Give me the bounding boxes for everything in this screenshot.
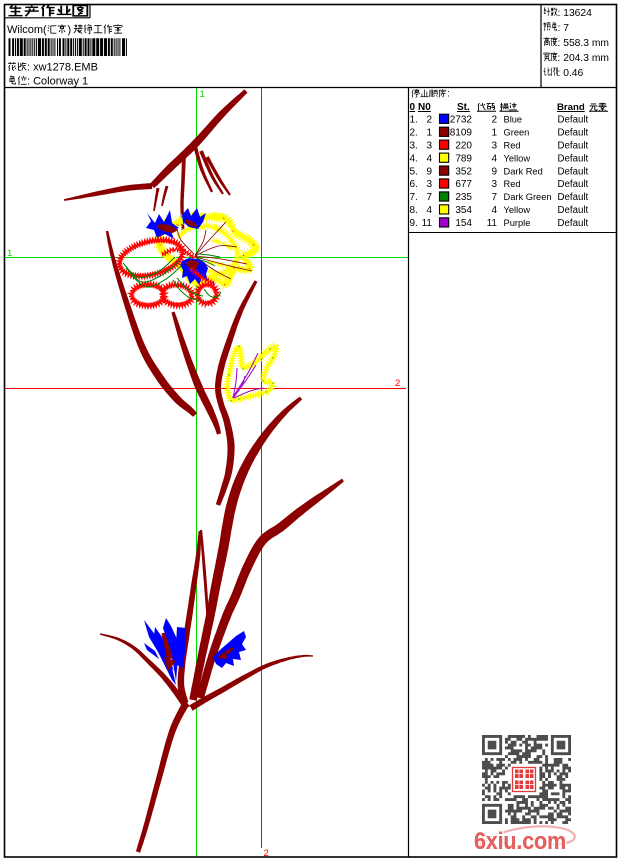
svg-text:St.: St. — [457, 102, 470, 113]
svg-text:Default: Default — [558, 166, 589, 177]
svg-text:: 0.46: : 0.46 — [558, 68, 584, 79]
svg-text:: xw1278.EMB: : xw1278.EMB — [27, 62, 98, 74]
svg-text:: 204.3 mm: : 204.3 mm — [558, 53, 610, 64]
svg-text:Default: Default — [558, 153, 589, 164]
svg-text:3: 3 — [491, 140, 497, 151]
svg-text:6.: 6. — [410, 179, 418, 190]
svg-text:4: 4 — [491, 205, 497, 216]
svg-text:6xiu.com: 6xiu.com — [474, 827, 566, 855]
svg-text:Default: Default — [558, 115, 589, 126]
svg-text:3: 3 — [491, 179, 497, 190]
svg-text:1.: 1. — [410, 115, 418, 126]
svg-text:: Colorway 1: : Colorway 1 — [27, 76, 88, 88]
svg-text:789: 789 — [455, 153, 472, 164]
svg-text:3.: 3. — [410, 140, 418, 151]
svg-text:: 13624: : 13624 — [558, 8, 593, 19]
svg-text:Green: Green — [504, 128, 530, 138]
svg-text:Red: Red — [504, 140, 521, 150]
svg-text:2.: 2. — [410, 128, 418, 139]
svg-text:Default: Default — [558, 140, 589, 151]
svg-text:2732: 2732 — [450, 115, 473, 126]
svg-text:7: 7 — [426, 192, 432, 203]
svg-text:1: 1 — [200, 89, 205, 100]
svg-text:Brand: Brand — [557, 102, 585, 113]
svg-text:: 7: : 7 — [558, 23, 570, 34]
svg-text:Default: Default — [558, 205, 589, 216]
svg-text:7: 7 — [491, 192, 497, 203]
svg-text:7.: 7. — [410, 192, 418, 203]
svg-text:220: 220 — [455, 140, 472, 151]
svg-text:Blue: Blue — [504, 115, 523, 125]
svg-text:11: 11 — [487, 218, 498, 229]
svg-text:154: 154 — [455, 218, 472, 229]
svg-text:8.: 8. — [410, 205, 418, 216]
svg-text:Default: Default — [558, 218, 589, 229]
svg-text:Red: Red — [504, 179, 521, 189]
svg-text:11: 11 — [422, 218, 433, 229]
svg-text:Dark Green: Dark Green — [504, 192, 552, 202]
svg-text:0: 0 — [410, 102, 416, 113]
svg-text:4: 4 — [491, 153, 497, 164]
svg-text:9: 9 — [426, 166, 432, 177]
svg-text:3: 3 — [426, 179, 432, 190]
svg-text:2: 2 — [491, 115, 497, 126]
svg-text:: 558.3 mm: : 558.3 mm — [558, 38, 610, 49]
svg-text:2: 2 — [395, 378, 400, 389]
svg-text:9: 9 — [491, 166, 497, 177]
svg-text:Default: Default — [558, 192, 589, 203]
svg-text:Purple: Purple — [504, 218, 531, 228]
svg-text:9.: 9. — [410, 218, 418, 229]
svg-text:): ) — [68, 24, 72, 36]
svg-text:4: 4 — [426, 205, 432, 216]
svg-text:Yellow: Yellow — [504, 153, 531, 163]
svg-text:4: 4 — [426, 153, 432, 164]
svg-text:235: 235 — [455, 192, 472, 203]
svg-text:N0: N0 — [418, 102, 431, 113]
svg-text:5.: 5. — [410, 166, 418, 177]
svg-text:1: 1 — [426, 128, 432, 139]
svg-text:Default: Default — [558, 179, 589, 190]
svg-text:2: 2 — [264, 848, 269, 859]
svg-text::: : — [447, 89, 450, 100]
svg-text:677: 677 — [455, 179, 472, 190]
svg-text:Dark Red: Dark Red — [504, 166, 543, 176]
svg-text:4.: 4. — [410, 153, 418, 164]
svg-text:Default: Default — [558, 128, 589, 139]
svg-text:8109: 8109 — [450, 128, 473, 139]
svg-text:1: 1 — [7, 248, 12, 259]
svg-text:2: 2 — [426, 115, 432, 126]
svg-text:1: 1 — [491, 128, 497, 139]
svg-text:352: 352 — [455, 166, 472, 177]
svg-text:3: 3 — [426, 140, 432, 151]
svg-text:Yellow: Yellow — [504, 205, 531, 215]
svg-text:354: 354 — [455, 205, 472, 216]
svg-text:6xiu.com: 6xiu.com — [474, 827, 566, 855]
svg-text:Wilcom(: Wilcom( — [7, 24, 47, 36]
